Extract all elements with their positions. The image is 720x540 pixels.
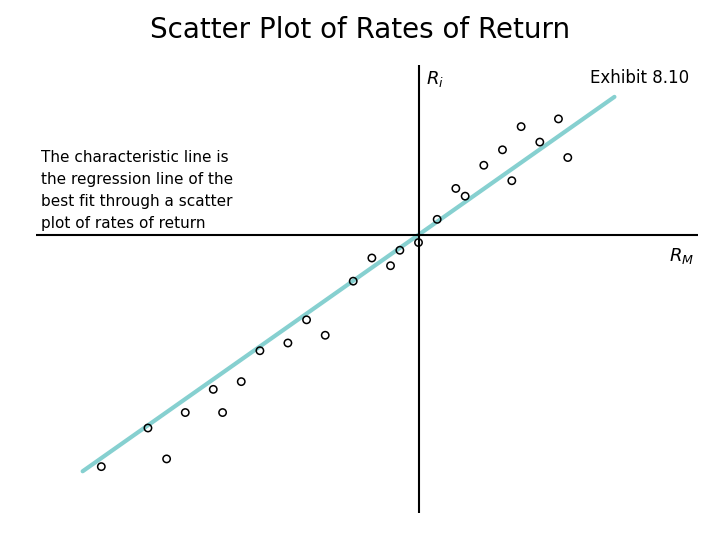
Point: [235, 377, 247, 386]
Text: Scatter Plot of Rates of Return: Scatter Plot of Rates of Return: [150, 16, 570, 44]
Text: Exhibit 8.10: Exhibit 8.10: [590, 69, 689, 86]
Point: [516, 122, 527, 131]
Point: [431, 215, 443, 224]
Point: [161, 455, 172, 463]
Point: [562, 153, 574, 162]
Point: [96, 462, 107, 471]
Text: $R_M$: $R_M$: [669, 246, 694, 266]
Text: The characteristic line is
the regression line of the
best fit through a scatter: The characteristic line is the regressio…: [40, 150, 233, 232]
Point: [301, 315, 312, 324]
Point: [217, 408, 228, 417]
Point: [366, 254, 377, 262]
Point: [478, 161, 490, 170]
Point: [384, 261, 396, 270]
Point: [320, 331, 331, 340]
Point: [394, 246, 405, 254]
Point: [207, 385, 219, 394]
Point: [459, 192, 471, 200]
Point: [450, 184, 462, 193]
Point: [179, 408, 191, 417]
Point: [282, 339, 294, 347]
Point: [348, 277, 359, 286]
Point: [413, 238, 424, 247]
Point: [142, 424, 153, 433]
Point: [506, 177, 518, 185]
Point: [534, 138, 546, 146]
Point: [553, 114, 564, 123]
Point: [497, 145, 508, 154]
Text: $R_i$: $R_i$: [426, 69, 444, 89]
Point: [254, 346, 266, 355]
